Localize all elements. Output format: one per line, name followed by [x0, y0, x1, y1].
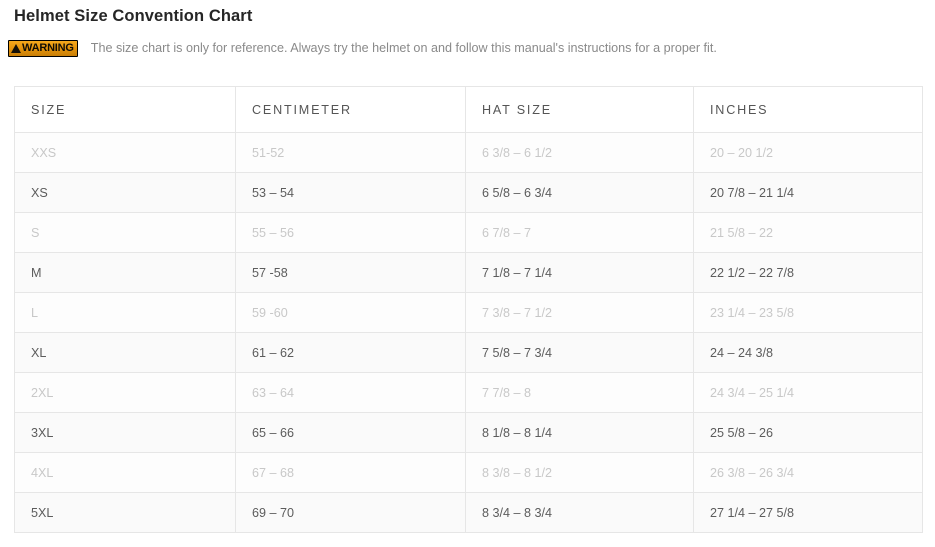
- column-header-inches: INCHES: [693, 86, 923, 133]
- table-row: XL 61 – 62 7 5/8 – 7 3/4 24 – 24 3/8: [14, 332, 923, 373]
- column-header-centimeter: CENTIMETER: [235, 86, 466, 133]
- table-row: S 55 – 56 6 7/8 – 7 21 5/8 – 22: [14, 212, 923, 253]
- cell-centimeter: 61 – 62: [235, 332, 466, 373]
- cell-size: 2XL: [14, 372, 236, 413]
- cell-centimeter: 51-52: [235, 132, 466, 173]
- cell-centimeter: 59 -60: [235, 292, 466, 333]
- cell-centimeter: 67 – 68: [235, 452, 466, 493]
- cell-hat-size: 7 3/8 – 7 1/2: [465, 292, 694, 333]
- warning-badge-label: WARNING: [22, 41, 74, 54]
- cell-size: S: [14, 212, 236, 253]
- column-header-hat-size: HAT SIZE: [465, 86, 694, 133]
- cell-size: M: [14, 252, 236, 293]
- size-chart-table: SIZE CENTIMETER HAT SIZE INCHES XXS 51-52…: [14, 86, 923, 533]
- column-header-size: SIZE: [14, 86, 236, 133]
- table-row: 5XL 69 – 70 8 3/4 – 8 3/4 27 1/4 – 27 5/8: [14, 492, 923, 533]
- table-header-row: SIZE CENTIMETER HAT SIZE INCHES: [14, 86, 923, 133]
- table-row: 4XL 67 – 68 8 3/8 – 8 1/2 26 3/8 – 26 3/4: [14, 452, 923, 493]
- cell-hat-size: 6 3/8 – 6 1/2: [465, 132, 694, 173]
- cell-inches: 24 – 24 3/8: [693, 332, 923, 373]
- page-title: Helmet Size Convention Chart: [14, 7, 253, 25]
- cell-inches: 25 5/8 – 26: [693, 412, 923, 453]
- cell-size: L: [14, 292, 236, 333]
- cell-centimeter: 69 – 70: [235, 492, 466, 533]
- notice-text: The size chart is only for reference. Al…: [90, 41, 717, 55]
- cell-size: XXS: [14, 132, 236, 173]
- table-row: L 59 -60 7 3/8 – 7 1/2 23 1/4 – 23 5/8: [14, 292, 923, 333]
- cell-inches: 23 1/4 – 23 5/8: [693, 292, 923, 333]
- warning-triangle-icon: [11, 43, 21, 53]
- cell-inches: 22 1/2 – 22 7/8: [693, 252, 923, 293]
- table-row: 3XL 65 – 66 8 1/8 – 8 1/4 25 5/8 – 26: [14, 412, 923, 453]
- cell-hat-size: 8 3/8 – 8 1/2: [465, 452, 694, 493]
- cell-hat-size: 7 7/8 – 8: [465, 372, 694, 413]
- cell-hat-size: 8 1/8 – 8 1/4: [465, 412, 694, 453]
- cell-size: XL: [14, 332, 236, 373]
- cell-inches: 20 7/8 – 21 1/4: [693, 172, 923, 213]
- table-row: 2XL 63 – 64 7 7/8 – 8 24 3/4 – 25 1/4: [14, 372, 923, 413]
- cell-centimeter: 55 – 56: [235, 212, 466, 253]
- cell-inches: 20 – 20 1/2: [693, 132, 923, 173]
- cell-size: 5XL: [14, 492, 236, 533]
- table-row: XS 53 – 54 6 5/8 – 6 3/4 20 7/8 – 21 1/4: [14, 172, 923, 213]
- reference-notice: WARNING The size chart is only for refer…: [8, 38, 717, 58]
- cell-hat-size: 7 5/8 – 7 3/4: [465, 332, 694, 373]
- cell-centimeter: 53 – 54: [235, 172, 466, 213]
- cell-hat-size: 6 7/8 – 7: [465, 212, 694, 253]
- cell-inches: 26 3/8 – 26 3/4: [693, 452, 923, 493]
- cell-size: 3XL: [14, 412, 236, 453]
- cell-hat-size: 6 5/8 – 6 3/4: [465, 172, 694, 213]
- cell-inches: 21 5/8 – 22: [693, 212, 923, 253]
- cell-centimeter: 63 – 64: [235, 372, 466, 413]
- cell-inches: 27 1/4 – 27 5/8: [693, 492, 923, 533]
- cell-size: 4XL: [14, 452, 236, 493]
- cell-hat-size: 7 1/8 – 7 1/4: [465, 252, 694, 293]
- cell-centimeter: 65 – 66: [235, 412, 466, 453]
- cell-centimeter: 57 -58: [235, 252, 466, 293]
- warning-badge: WARNING: [8, 39, 78, 57]
- cell-hat-size: 8 3/4 – 8 3/4: [465, 492, 694, 533]
- table-body: XXS 51-52 6 3/8 – 6 1/2 20 – 20 1/2 XS 53 – 5…: [14, 132, 923, 533]
- cell-size: XS: [14, 172, 236, 213]
- cell-inches: 24 3/4 – 25 1/4: [693, 372, 923, 413]
- table-header: SIZE CENTIMETER HAT SIZE INCHES: [14, 86, 923, 133]
- table-row: XXS 51-52 6 3/8 – 6 1/2 20 – 20 1/2: [14, 132, 923, 173]
- table-row: M 57 -58 7 1/8 – 7 1/4 22 1/2 – 22 7/8: [14, 252, 923, 293]
